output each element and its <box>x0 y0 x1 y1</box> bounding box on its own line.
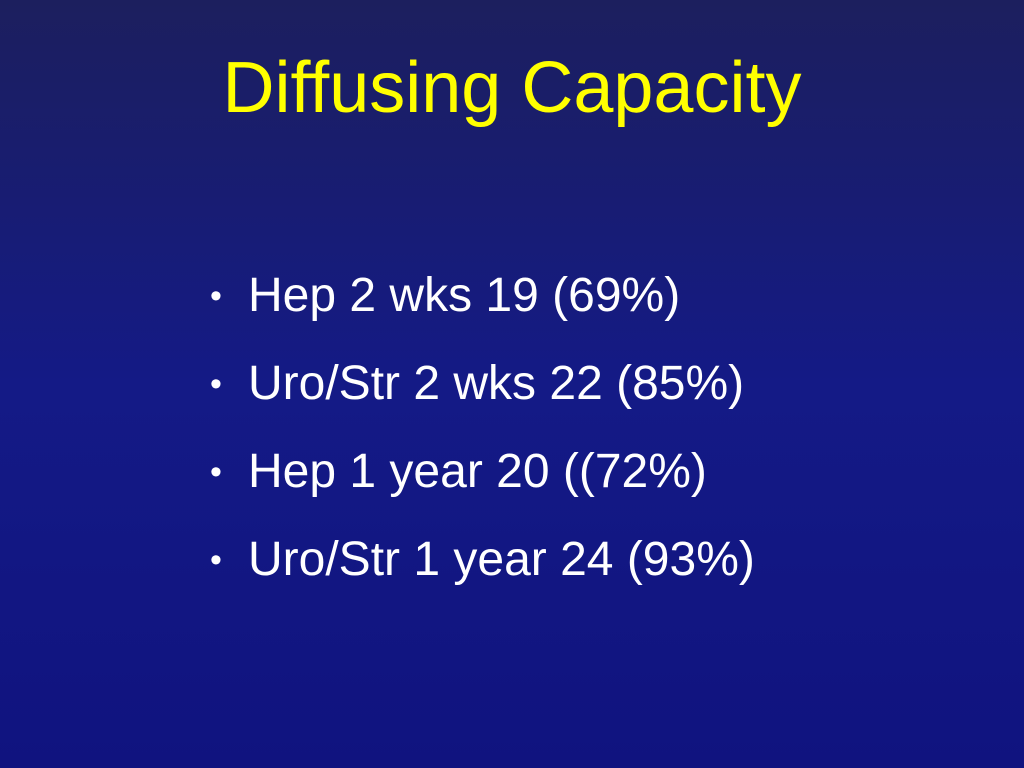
bullet-text: Uro/Str 1 year 24 (93%) <box>248 533 755 586</box>
bullet-text: Uro/Str 2 wks 22 (85%) <box>248 357 745 410</box>
bullet-item: Uro/Str 1 year 24 (93%) <box>210 528 755 616</box>
slide-title: Diffusing Capacity <box>222 48 802 128</box>
bullet-text: Hep 2 wks 19 (69%) <box>248 269 681 322</box>
bullet-list: Hep 2 wks 19 (69%) Uro/Str 2 wks 22 (85%)… <box>210 264 755 616</box>
bullet-item: Uro/Str 2 wks 22 (85%) <box>210 352 755 440</box>
bullet-item: Hep 1 year 20 ((72%) <box>210 440 755 528</box>
bullet-item: Hep 2 wks 19 (69%) <box>210 264 755 352</box>
bullet-text: Hep 1 year 20 ((72%) <box>248 445 707 498</box>
